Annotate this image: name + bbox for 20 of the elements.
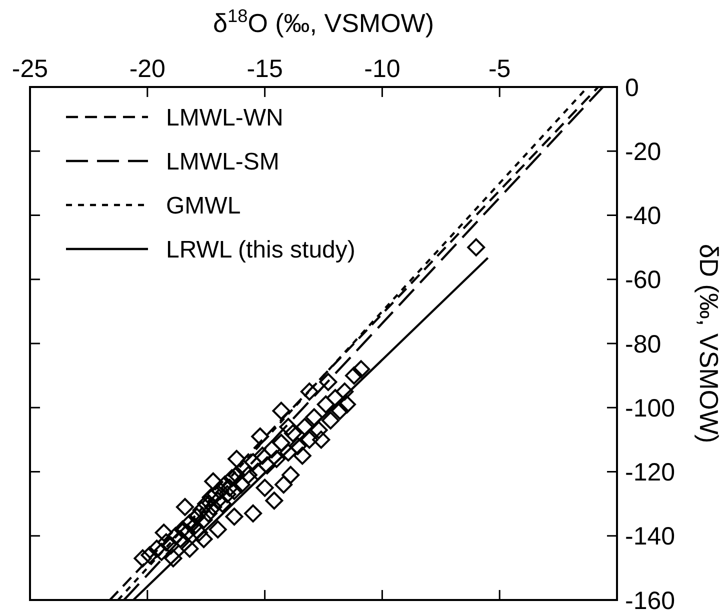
y-tick-label: 0 bbox=[625, 74, 639, 102]
x-tick-label: -25 bbox=[12, 55, 48, 83]
y-tick-label: -120 bbox=[625, 458, 676, 486]
legend-label: LRWL (this study) bbox=[166, 236, 356, 264]
y-tick-label: -100 bbox=[625, 394, 676, 422]
x-tick-label: -20 bbox=[129, 55, 166, 83]
y-tick-label: -40 bbox=[625, 202, 662, 230]
y-axis-title: δD (‰, VSMOW) bbox=[694, 244, 724, 444]
legend-label: GMWL bbox=[166, 192, 241, 220]
y-tick-label: -80 bbox=[625, 330, 662, 358]
x-tick-label: -10 bbox=[364, 55, 400, 83]
legend-label: LMWL-SM bbox=[166, 148, 280, 176]
y-tick-label: -160 bbox=[625, 586, 676, 615]
x-tick-label: -15 bbox=[246, 55, 283, 83]
y-tick-label: -20 bbox=[625, 138, 662, 166]
x-tick-label: -5 bbox=[488, 55, 511, 83]
y-tick-label: -140 bbox=[625, 522, 676, 551]
legend-label: LMWL-WN bbox=[166, 104, 284, 132]
x-axis-title: δ$^{18}$O (‰, VSMOW) bbox=[212, 6, 434, 38]
y-tick-label: -60 bbox=[625, 266, 662, 294]
